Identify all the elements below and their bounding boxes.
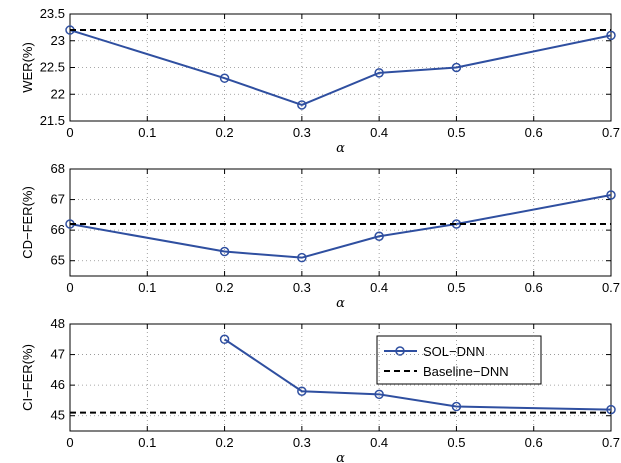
sol-dnn-line (69, 194, 612, 259)
sol-dnn-line (224, 338, 612, 411)
sol-dnn-point (374, 68, 384, 78)
x-tick-label: 0 (66, 435, 73, 450)
y-axis-label: CD−FER(%) (20, 186, 35, 259)
sol-dnn-point (297, 386, 307, 397)
x-tick-label: 0.6 (525, 125, 543, 140)
y-tick-label: 66 (51, 222, 65, 237)
sol-dnn-point (451, 401, 462, 412)
x-tick-label: 0.4 (370, 280, 388, 295)
legend-label: Baseline−DNN (423, 364, 509, 379)
x-axis-label: α (336, 296, 345, 311)
x-tick-label: 0.3 (293, 280, 311, 295)
x-tick-label: 0.7 (602, 125, 620, 140)
y-tick-label: 21.5 (40, 113, 65, 128)
x-tick-label: 0.7 (602, 435, 620, 450)
y-tick-label: 23 (51, 33, 65, 48)
y-tick-label: 48 (51, 316, 65, 331)
sol-dnn-point (451, 62, 462, 73)
plot-area-frame (69, 168, 612, 277)
sol-dnn-point (297, 252, 307, 263)
x-tick-label: 0 (66, 280, 73, 295)
sol-dnn-point (374, 389, 384, 400)
x-tick-label: 0.1 (138, 435, 156, 450)
x-tick-label: 0.1 (138, 125, 156, 140)
x-tick-label: 0.3 (293, 125, 311, 140)
x-axis-label: α (336, 451, 345, 463)
y-tick-label: 22 (51, 86, 65, 101)
x-tick-label: 0.6 (525, 435, 543, 450)
legend-label: SOL−DNN (423, 344, 485, 359)
y-tick-label: 68 (51, 161, 65, 176)
legend: SOL−DNN Baseline−DNN (376, 335, 542, 385)
chart-panel-1: 0 0.1 0.2 0.3 0.4 0.5 0.6 0.7 21.5 22 22.5 23 23.5 WE… (20, 6, 620, 156)
x-tick-label: 0.2 (216, 435, 234, 450)
sol-dnn-point (219, 73, 230, 83)
y-tick-label: 45 (51, 408, 65, 423)
y-tick-label: 65 (51, 253, 65, 268)
x-tick-label: 0.2 (216, 125, 234, 140)
legend-box (376, 335, 542, 385)
y-tick-label: 23.5 (40, 6, 65, 21)
x-tick-label: 0.4 (370, 125, 388, 140)
x-tick-label: 0.4 (370, 435, 388, 450)
x-tick-label: 0.7 (602, 280, 620, 295)
legend-marker-sol-dnn (395, 346, 405, 356)
sol-dnn-point (606, 190, 616, 200)
x-tick-label: 0.1 (138, 280, 156, 295)
y-axis-label: WER(%) (20, 42, 35, 93)
x-tick-label: 0.2 (216, 280, 234, 295)
y-axis-label: CI−FER(%) (20, 344, 35, 411)
x-tick-label: 0.6 (525, 280, 543, 295)
x-axis-label: α (336, 141, 345, 156)
chart-panel-2: 0 0.1 0.2 0.3 0.4 0.5 0.6 0.7 65 66 67 68 CD−FER(%) α… (20, 161, 620, 385)
sol-dnn-point (374, 231, 384, 242)
plot-area-frame (69, 323, 612, 432)
sol-dnn-point (219, 334, 230, 345)
chart-panel-3: 0 0.1 0.2 0.3 0.4 0.5 0.6 0.7 45 46 47 48 CI−FER(%) α (20, 316, 620, 463)
x-tick-label: 0 (66, 125, 73, 140)
x-tick-label: 0.5 (447, 280, 465, 295)
y-tick-label: 22.5 (40, 60, 65, 75)
sol-dnn-point (297, 100, 307, 110)
y-tick-label: 46 (51, 377, 65, 392)
x-tick-label: 0.5 (447, 125, 465, 140)
sol-dnn-point (219, 246, 230, 257)
sol-dnn-point (606, 30, 616, 41)
y-tick-label: 47 (51, 347, 65, 362)
x-tick-label: 0.3 (293, 435, 311, 450)
x-tick-label: 0.5 (447, 435, 465, 450)
sol-dnn-line (69, 29, 612, 107)
y-tick-label: 67 (51, 192, 65, 207)
